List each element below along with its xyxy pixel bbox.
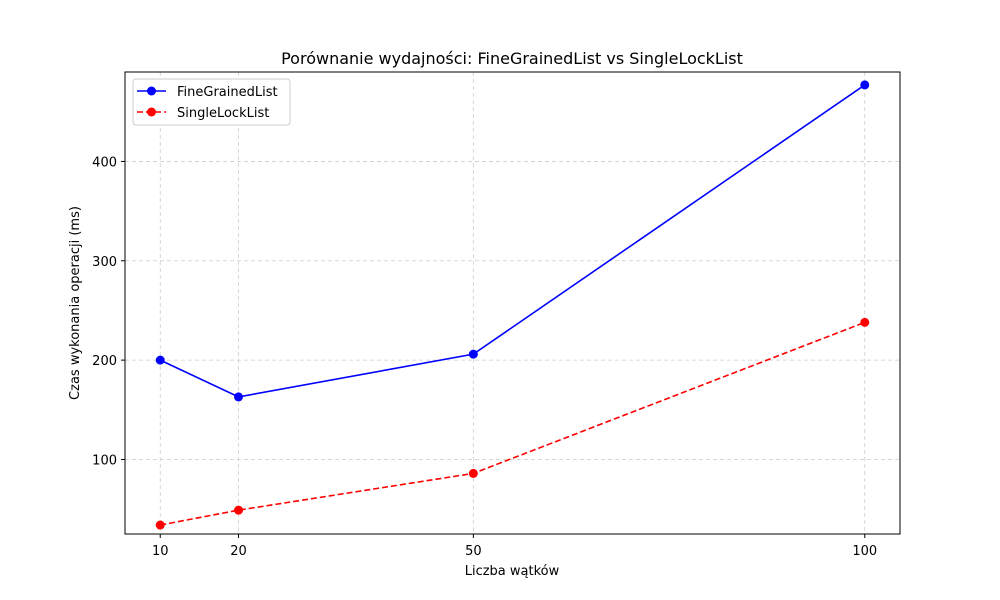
grid-lines	[125, 72, 900, 534]
legend-marker-singlelocklist	[147, 107, 156, 117]
y-tick-label: 400	[92, 155, 117, 170]
data-point-singlelocklist	[860, 317, 870, 327]
legend: FineGrainedList SingleLockList	[132, 78, 291, 126]
data-series	[155, 80, 870, 530]
data-point-finegrainedlist	[860, 80, 870, 90]
x-tick-label: 20	[230, 544, 247, 559]
x-axis-title: Liczba wątków	[465, 564, 560, 579]
legend-box	[132, 78, 291, 126]
legend-label-singlelocklist: SingleLockList	[177, 106, 269, 121]
x-tick-label: 10	[152, 544, 169, 559]
series-line-finegrainedlist	[159, 84, 866, 398]
chart-title: Porównanie wydajności: FineGrainedList v…	[281, 49, 743, 68]
x-tick-label: 100	[852, 544, 877, 559]
y-tick-label: 200	[92, 354, 117, 369]
legend-label-finegrainedlist: FineGrainedList	[177, 85, 278, 100]
data-point-singlelocklist	[234, 505, 244, 515]
data-point-finegrainedlist	[468, 349, 478, 359]
y-tick-label: 300	[92, 255, 117, 270]
series-line-singlelocklist	[160, 321, 866, 526]
x-tick-label: 50	[465, 544, 482, 559]
y-axis-title: Czas wykonania operacji (ms)	[68, 206, 83, 400]
plot-area-frame	[124, 71, 901, 535]
y-tick-label: 100	[92, 453, 117, 468]
legend-marker-finegrainedlist	[147, 86, 156, 96]
data-point-finegrainedlist	[155, 355, 165, 365]
axis-ticks: 10 20 50 100 100 200 300 400	[92, 155, 877, 559]
data-point-singlelocklist	[155, 520, 165, 530]
data-point-finegrainedlist	[234, 392, 244, 402]
data-point-singlelocklist	[468, 468, 478, 478]
